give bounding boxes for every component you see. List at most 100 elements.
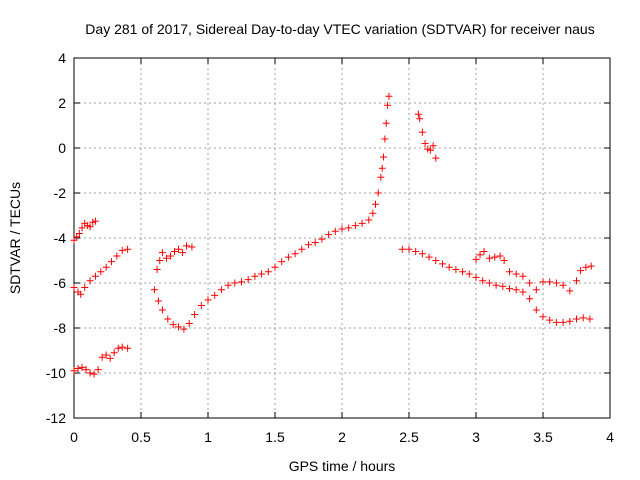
data-point	[384, 101, 392, 109]
data-point	[77, 290, 85, 298]
data-point	[164, 315, 172, 323]
x-tick-label: 2.5	[399, 429, 419, 445]
data-point	[86, 369, 94, 377]
y-tick-label: -12	[46, 410, 66, 426]
series-arc-5	[150, 92, 393, 333]
data-point	[175, 323, 183, 331]
data-point	[331, 227, 339, 235]
data-point	[106, 354, 114, 362]
axis-ticks: 0 0.5 1 1.5 2 2.5 3 3.5 4 -12 -10 -8 -6 -4 -2 0 2 4	[46, 50, 614, 445]
data-point	[311, 239, 319, 246]
series-arc-8	[472, 248, 595, 295]
data-point	[271, 263, 279, 271]
x-tick-label: 3.5	[533, 429, 553, 445]
data-point	[264, 268, 272, 276]
x-tick-label: 3	[472, 429, 480, 445]
data-point	[506, 285, 513, 293]
data-point	[378, 164, 386, 172]
data-point	[532, 286, 540, 294]
data-point	[78, 224, 86, 232]
y-tick-label: -2	[54, 185, 67, 201]
data-point	[452, 266, 460, 273]
data-point	[539, 313, 547, 321]
data-point	[496, 252, 504, 260]
data-point	[459, 268, 467, 276]
data-point	[204, 296, 212, 304]
data-point	[377, 173, 385, 181]
data-point	[238, 278, 245, 286]
data-point	[82, 366, 90, 374]
data-point	[154, 297, 162, 305]
data-point	[485, 254, 493, 262]
data-point	[97, 268, 105, 276]
data-point	[351, 222, 359, 230]
data-point	[485, 279, 493, 287]
data-point	[519, 272, 527, 280]
data-point	[91, 272, 99, 280]
series-arc-2	[70, 245, 132, 298]
data-point	[416, 115, 424, 123]
data-point	[244, 276, 252, 284]
y-tick-label: 0	[58, 140, 66, 156]
data-point	[512, 286, 520, 294]
x-tick-label: 4	[606, 429, 614, 445]
data-point	[150, 286, 158, 294]
x-tick-label: 1	[204, 429, 212, 445]
data-point	[338, 225, 346, 233]
data-point	[479, 277, 487, 285]
data-point	[345, 224, 353, 232]
data-point	[124, 344, 132, 352]
data-point	[224, 281, 232, 289]
series-arc-4	[153, 242, 196, 273]
data-point	[382, 119, 390, 127]
data-point	[445, 263, 453, 271]
data-point	[197, 302, 205, 309]
series-arc-7	[398, 245, 594, 326]
series-arc-1	[70, 217, 99, 244]
data-point	[579, 314, 587, 322]
data-point	[162, 254, 170, 262]
x-tick-label: 0.5	[131, 429, 151, 445]
y-tick-label: -6	[54, 275, 67, 291]
data-point	[418, 128, 426, 136]
data-point	[70, 367, 78, 375]
data-point	[432, 154, 440, 162]
data-point	[426, 146, 434, 154]
data-point	[472, 255, 480, 263]
data-point	[156, 257, 164, 264]
data-points	[70, 92, 595, 378]
data-point	[175, 245, 183, 253]
data-point	[86, 277, 94, 285]
data-point	[211, 291, 219, 299]
y-tick-label: 2	[58, 95, 66, 111]
data-point	[432, 257, 440, 264]
data-point	[258, 270, 266, 278]
data-point	[546, 316, 554, 324]
data-point	[552, 318, 560, 326]
data-point	[113, 252, 121, 260]
data-point	[191, 311, 199, 318]
data-point	[414, 110, 422, 118]
x-tick-label: 2	[338, 429, 346, 445]
data-point	[519, 288, 527, 296]
data-point	[412, 248, 420, 255]
data-point	[90, 370, 98, 378]
data-point	[380, 153, 388, 161]
data-point	[573, 277, 580, 285]
data-point	[472, 273, 480, 281]
data-point	[325, 231, 333, 239]
data-point	[385, 92, 393, 100]
data-point	[298, 245, 306, 253]
data-point	[305, 241, 312, 249]
data-point	[153, 266, 161, 273]
chart-title: Day 281 of 2017, Sidereal Day-to-day VTE…	[85, 21, 594, 37]
data-point	[91, 217, 99, 225]
data-point	[75, 230, 83, 237]
data-point	[405, 245, 413, 253]
y-tick-label: -8	[54, 320, 67, 336]
series-arc-6	[414, 110, 440, 162]
data-point	[183, 242, 191, 250]
data-point	[372, 200, 379, 208]
data-point	[559, 318, 567, 326]
